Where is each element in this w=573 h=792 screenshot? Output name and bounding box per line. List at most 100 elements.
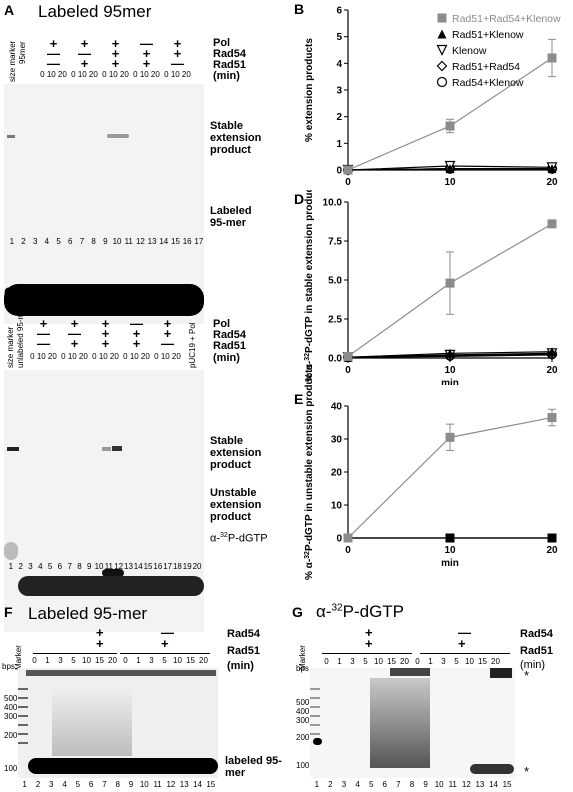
x-axis-label: min <box>441 558 459 569</box>
sign: + <box>39 316 48 331</box>
lane-number: 3 <box>28 562 33 571</box>
panel-g-group1-line <box>322 653 412 654</box>
lane-number: 14 <box>133 562 143 571</box>
lane-number: 11 <box>104 562 114 571</box>
lane-number: 10 <box>94 562 104 571</box>
lane-number: 6 <box>88 780 94 789</box>
time-label: 20 <box>199 656 208 665</box>
panel-c-lane-label-puc19: pUC19 + Pol <box>188 322 197 368</box>
sign: + <box>70 316 79 331</box>
time-label: 5 <box>71 656 76 665</box>
lane-number: 9 <box>87 562 92 571</box>
ylabel-sup: 32 <box>304 353 311 361</box>
x-tick-label: 20 <box>546 177 558 185</box>
x-tick-label: 0 <box>345 545 351 556</box>
panel-c-stable-product-label: Stable extension product <box>210 435 270 471</box>
legend-marker <box>436 76 448 88</box>
lane-number: 10 <box>112 237 122 246</box>
y-tick-label: 2 <box>336 112 342 123</box>
panel-a-rad54-label: Rad54 <box>213 48 247 60</box>
time-label: 20 <box>108 656 117 665</box>
panel-a-gel <box>4 84 204 324</box>
legend-entry: Rad51+Klenow <box>452 29 524 41</box>
data-point <box>343 165 353 175</box>
panel-a-letter: A <box>4 2 15 18</box>
time-group: 0 10 20 <box>61 352 88 361</box>
lane-number: 7 <box>102 780 107 789</box>
panel-a-pol-label: Pol <box>213 37 231 49</box>
sign: — <box>47 46 60 61</box>
panel-g-lane-numbers: 1 2 3 4 5 6 7 8 9 10 11 12 13 14 15 <box>310 780 514 789</box>
lane-number: 2 <box>18 562 23 571</box>
lane-number: 20 <box>192 562 202 571</box>
y-tick-label: 4 <box>336 59 342 70</box>
title-post: P-dGTP <box>342 602 405 621</box>
panel-f-rad51-label: Rad51 <box>227 645 261 657</box>
marker-100-spot <box>313 738 322 745</box>
panel-a-min-label: (min) <box>213 70 240 82</box>
legend-entry: Klenow <box>452 45 487 57</box>
panel-a-rad51-label: Rad51 <box>213 59 247 71</box>
sign: — <box>171 56 184 71</box>
label-text: labeled 95-mer <box>225 755 282 779</box>
time-label: 10 <box>465 657 474 666</box>
data-point <box>445 278 455 288</box>
y-tick-label: 30 <box>331 435 343 446</box>
bottom-bands-g <box>470 764 514 774</box>
lane-number: 5 <box>47 562 53 571</box>
panel-g-tick-400: 400 <box>296 707 310 716</box>
panel-g-group2-rad54-sign: — <box>458 625 471 640</box>
lane-number: 12 <box>166 780 176 789</box>
label-text: Stable extension product <box>210 120 262 156</box>
panel-letter: D <box>294 191 304 207</box>
panel-c-rad51-row: — + + + — <box>28 336 183 351</box>
time-label: 10 <box>173 656 182 665</box>
lane-number: 17 <box>194 237 204 246</box>
band-stable-c-12 <box>112 446 122 451</box>
panel-a-lane-label-size-marker: size marker <box>8 40 17 82</box>
x-tick-label: 10 <box>444 545 456 556</box>
band-stable-extension <box>107 134 129 138</box>
panel-g-letter: G <box>292 604 303 620</box>
y-tick-label: 0 <box>336 534 342 545</box>
lane-number: 14 <box>193 780 202 789</box>
band-stable-c-11 <box>102 447 111 451</box>
panel-f-time-row: 0 1 3 5 10 15 20 0 1 3 5 10 15 20 <box>28 656 210 665</box>
time-group: 0 10 20 <box>92 352 119 361</box>
panel-f-min-label: (min) <box>227 660 254 672</box>
data-point <box>547 164 557 174</box>
sign: + <box>111 36 120 51</box>
x-tick-label: 10 <box>444 177 456 185</box>
time-label: 0 <box>324 657 329 666</box>
panel-f-tick-200: 200 <box>4 731 18 740</box>
ylabel-pre: % α- <box>304 559 315 580</box>
time-group: 0 10 20 <box>102 70 129 79</box>
time-label: 1 <box>45 656 50 665</box>
lane-number: 1 <box>8 562 14 571</box>
time-group: 0 10 20 <box>154 352 181 361</box>
title-pre: α- <box>34 283 50 302</box>
legend-entry: Rad54+Klenow <box>452 77 524 89</box>
panel-f-tick-300: 300 <box>4 712 18 721</box>
lane-number: 14 <box>489 780 498 789</box>
panel-a-stable-product-label: Stable extension product <box>210 120 270 156</box>
panel-a-title: Labeled 95mer <box>38 2 152 21</box>
y-tick-label: 10 <box>331 501 343 512</box>
panel-c-lane-label-unlabeled-95mer: unlabeled 95-mer <box>16 305 25 368</box>
y-tick-label: 0.0 <box>328 354 342 365</box>
time-group: 0 10 20 <box>71 70 98 79</box>
lane-number: 11 <box>448 780 457 789</box>
sign: — <box>37 336 50 351</box>
lane-number: 15 <box>143 562 153 571</box>
time-label: 1 <box>136 656 141 665</box>
lane-number: 2 <box>35 780 41 789</box>
panel-f-tick-500: 500 <box>4 694 18 703</box>
x-tick-label: 0 <box>345 177 351 185</box>
label-text: Stable extension product <box>210 435 262 471</box>
lane-number: 15 <box>502 780 512 789</box>
lane-number: 5 <box>75 780 81 789</box>
time-label: 0 <box>415 657 420 666</box>
panel-g-tick-500: 500 <box>296 698 310 707</box>
lane-number: 10 <box>434 780 444 789</box>
panel-a-rad54-row: — — + + + <box>38 46 193 61</box>
